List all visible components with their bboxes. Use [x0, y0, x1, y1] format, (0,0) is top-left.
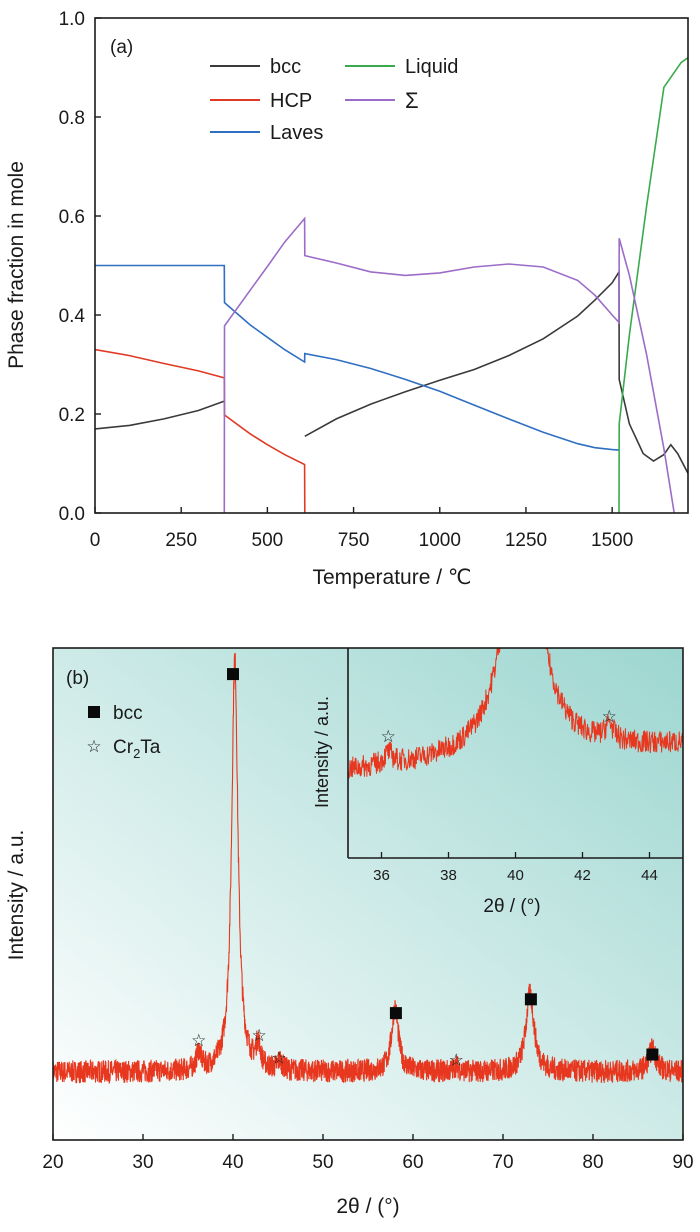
x-tick-label-b: 40 [222, 1152, 243, 1173]
inset-line [348, 648, 683, 779]
x-tick-label-b: 30 [132, 1152, 153, 1173]
x-axis-label-a: Temperature / ℃ [313, 566, 472, 589]
x-tick-label-a: 750 [338, 530, 370, 551]
inset-pattern [348, 648, 683, 779]
inset-chart: ☆☆ 36 38 40 42 44 Intensity / a.u. 2θ / (°) [312, 648, 683, 917]
inset-x-axis-label: 2θ / (°) [483, 896, 540, 917]
x-tick-label-b: 50 [312, 1152, 333, 1173]
legend-label-liquid: Liquid [405, 56, 458, 78]
inset-x-tick-label: 40 [507, 867, 524, 884]
bcc-marker [389, 1007, 402, 1020]
inset-x-ticks: 36 38 40 42 44 [373, 852, 658, 884]
inset-x-tick-label: 44 [641, 867, 658, 884]
y-ticks-a: 0.0 0.2 0.4 0.6 0.8 1.0 [59, 9, 101, 525]
legend-subscript: 2 [133, 746, 140, 761]
cr2ta-marker: ☆ [271, 1048, 286, 1067]
x-tick-label-a: 1500 [591, 530, 633, 551]
y-tick-label-a: 0.8 [59, 108, 85, 129]
y-axis-label-a: Phase fraction in mole [5, 161, 28, 369]
x-ticks-b: 20 30 40 50 60 70 80 90 [42, 1134, 694, 1173]
x-tick-label-b: 20 [42, 1152, 63, 1173]
plot-frame-a [94, 17, 689, 514]
x-ticks-a: 0 250 500 750 1000 1250 1500 [90, 507, 633, 551]
series-line- [223, 216, 675, 513]
legend-ta: Ta [140, 737, 161, 758]
bcc-marker [227, 668, 239, 681]
bcc-marker [524, 993, 537, 1006]
y-tick-label-a: 0.0 [59, 504, 85, 525]
cr2ta-marker: ☆ [449, 1051, 464, 1070]
inset-markers: ☆☆ [381, 707, 617, 746]
legend-cr: Cr [113, 737, 134, 758]
inset-x-tick-label: 42 [574, 867, 591, 884]
x-tick-label-b: 70 [492, 1152, 513, 1173]
legend-a: bcc HCP Laves Liquid Σ [210, 56, 458, 144]
y-tick-label-a: 1.0 [59, 9, 85, 30]
xrd-pattern [53, 653, 683, 1084]
x-axis-label-b: 2θ / (°) [336, 1195, 399, 1218]
series-line-bcc [95, 269, 688, 474]
cr2ta-marker: ☆ [191, 1031, 206, 1050]
y-tick-label-a: 0.6 [59, 207, 85, 228]
legend-star-cr2ta: ☆ [86, 737, 101, 756]
series-line-hcp [95, 348, 306, 513]
x-tick-label-a: 1000 [419, 530, 461, 551]
x-tick-label-a: 250 [165, 530, 197, 551]
y-axis-label-b: Intensity / a.u. [5, 830, 28, 961]
legend-b-label-bcc: bcc [113, 703, 143, 724]
x-tick-label-a: 0 [90, 530, 101, 551]
inset-y-axis-label: Intensity / a.u. [312, 696, 332, 808]
x-tick-label-b: 60 [402, 1152, 423, 1173]
legend-square-bcc [88, 706, 100, 718]
legend-label-hcp: HCP [270, 90, 312, 112]
legend-label-laves: Laves [270, 122, 323, 144]
phase-lines [95, 56, 688, 513]
x-tick-label-b: 90 [672, 1152, 693, 1173]
panel-label-a: (a) [110, 37, 133, 58]
x-tick-label-b: 80 [582, 1152, 603, 1173]
series-line-laves [95, 264, 620, 451]
legend-label-bcc: bcc [270, 56, 301, 78]
inset-star-marker: ☆ [602, 707, 617, 726]
inset-x-tick-label: 38 [440, 867, 457, 884]
x-tick-label-a: 500 [252, 530, 284, 551]
panel-label-b: (b) [66, 668, 89, 689]
inset-x-tick-label: 36 [373, 867, 390, 884]
series-line-liquid [618, 56, 688, 513]
peak-markers: ☆ ☆☆ ☆ [191, 668, 659, 1070]
y-tick-label-a: 0.4 [59, 306, 86, 327]
bcc-marker [646, 1048, 659, 1061]
plot-frame-b [52, 647, 684, 1141]
legend-label-sigma: Σ [405, 88, 419, 113]
inset-star-marker: ☆ [381, 727, 396, 746]
legend-b-label-cr2ta: Cr2Ta [113, 737, 161, 761]
legend-b: bcc ☆ Cr2Ta [86, 703, 160, 761]
x-tick-label-a: 1250 [505, 530, 547, 551]
y-tick-label-a: 0.2 [59, 405, 85, 426]
phase-fraction-chart: 0 250 500 750 1000 1250 1500 0.0 0.2 0.4 0.6 0.8 1.… [5, 9, 689, 589]
xrd-line [53, 653, 683, 1084]
cr2ta-marker: ☆ [251, 1026, 266, 1045]
xrd-chart: ☆ ☆☆ ☆ ☆☆ 36 38 40 42 44 Intensity / a.u. 2θ /… [5, 647, 694, 1218]
